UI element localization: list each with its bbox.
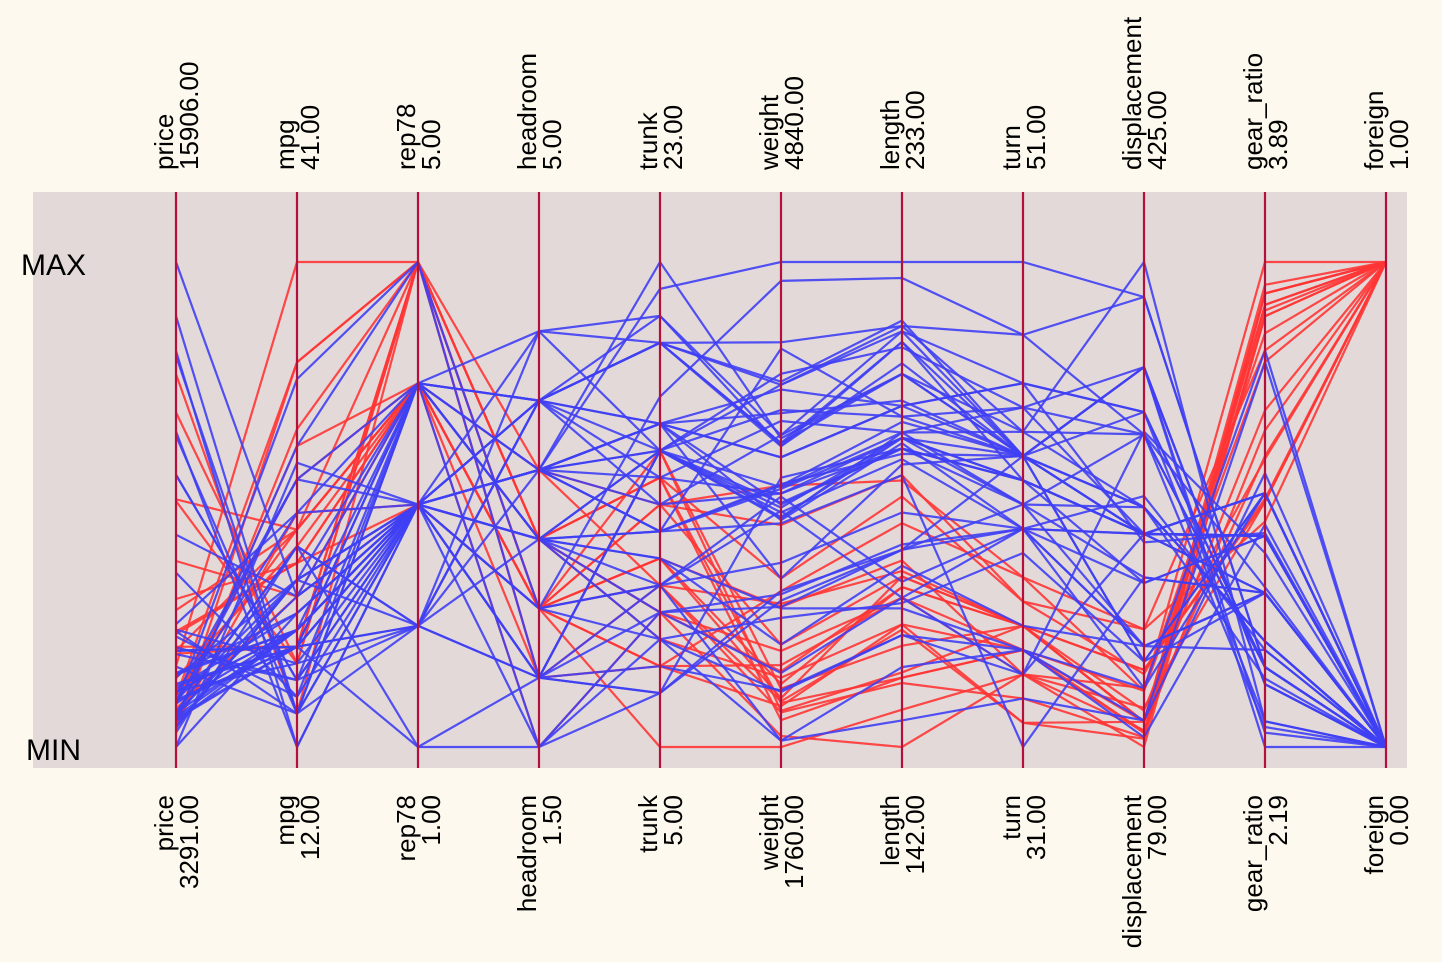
axis-max-value: 425.00	[1142, 90, 1172, 170]
axis-labels: price15906.00price3291.00mpg41.00mpg12.0…	[149, 16, 1414, 948]
axis-name-bottom: weight	[754, 794, 784, 871]
axis-max-value: 4840.00	[779, 76, 809, 170]
axis-name-bottom: mpg	[270, 795, 300, 846]
axis-name-top: price	[149, 114, 179, 170]
axis-min-value: 79.00	[1142, 795, 1172, 860]
axis-name-bottom: headroom	[512, 795, 542, 912]
axis-name-bottom: rep78	[391, 795, 421, 862]
max-label: MAX	[21, 249, 86, 282]
axis-max-value: 233.00	[900, 90, 930, 170]
axis-max-value: 15906.00	[174, 62, 204, 170]
min-label: MIN	[26, 734, 81, 767]
axes	[174, 192, 1388, 768]
axis-min-value: 1760.00	[779, 795, 809, 889]
axis-name-top: trunk	[633, 111, 663, 170]
axis-max-value: 51.00	[1021, 105, 1051, 170]
axis-max-value: 5.00	[416, 119, 446, 170]
axis-name-bottom: length	[875, 795, 905, 866]
axis-min-value: 31.00	[1021, 795, 1051, 860]
axis-max-value: 3.89	[1263, 119, 1293, 170]
axis-min-value: 1.50	[537, 795, 567, 846]
axis-name-top: mpg	[270, 119, 300, 170]
axis-name-top: headroom	[512, 53, 542, 170]
axis-name-bottom: turn	[996, 795, 1026, 840]
axis-name-top: gear_ratio	[1238, 53, 1268, 170]
axis-min-value: 2.19	[1263, 795, 1293, 846]
axis-name-top: displacement	[1117, 16, 1147, 170]
axis-max-value: 5.00	[537, 119, 567, 170]
axis-min-value: 1.00	[416, 795, 446, 846]
axis-name-bottom: price	[149, 795, 179, 851]
axis-min-value: 5.00	[658, 795, 688, 846]
axis-min-value: 0.00	[1384, 795, 1414, 846]
axis-name-top: foreign	[1359, 91, 1389, 171]
axis-max-value: 23.00	[658, 105, 688, 170]
axis-min-value: 142.00	[900, 795, 930, 875]
axis-name-bottom: trunk	[633, 794, 663, 853]
axis-min-value: 12.00	[295, 795, 325, 860]
axis-name-top: turn	[996, 125, 1026, 170]
axis-name-bottom: foreign	[1359, 795, 1389, 875]
axis-name-top: rep78	[391, 104, 421, 171]
axis-min-value: 3291.00	[174, 795, 204, 889]
axis-name-top: length	[875, 99, 905, 170]
axis-name-bottom: gear_ratio	[1238, 795, 1268, 912]
axis-max-value: 41.00	[295, 105, 325, 170]
axis-name-top: weight	[754, 94, 784, 171]
axis-name-bottom: displacement	[1117, 794, 1147, 948]
axis-max-value: 1.00	[1384, 119, 1414, 170]
